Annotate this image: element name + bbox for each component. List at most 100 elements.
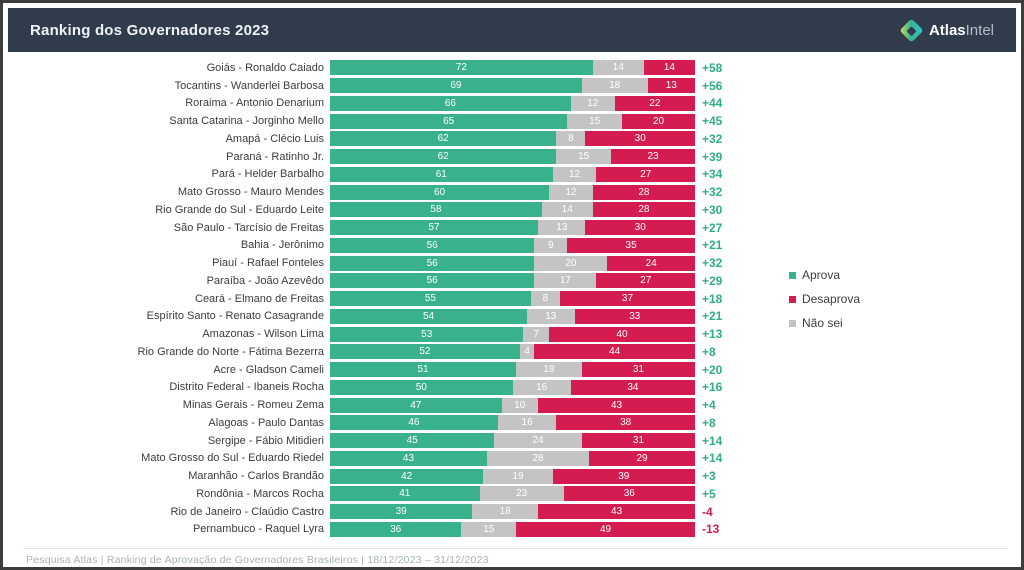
chart-row: Sergipe - Fábio Mitidieri 45 24 31 +14 <box>8 432 1016 450</box>
bar-track: 54 13 33 <box>330 308 695 324</box>
row-label: Rio Grande do Sul - Eduardo Leite <box>155 203 324 216</box>
bar-segment-aprova: 54 <box>330 308 528 324</box>
bar-segment-aprova: 42 <box>330 468 484 484</box>
bar-segment-desaprova: 43 <box>538 504 695 520</box>
bar-value: 30 <box>634 133 646 145</box>
bar-segment-não-sei: 24 <box>494 433 582 449</box>
chart-row: Maranhão - Carlos Brandão 42 19 39 +3 <box>8 467 1016 485</box>
net-score: +18 <box>702 291 723 306</box>
chart-row: Pernambuco - Raquel Lyra 36 15 49 -13 <box>8 521 1016 539</box>
bar-segment-não-sei: 19 <box>483 468 553 484</box>
bar-segment-aprova: 56 <box>330 273 535 289</box>
bar-segment-não-sei: 14 <box>592 60 644 76</box>
bar-segment-desaprova: 36 <box>563 486 695 502</box>
bar-value: 4 <box>524 346 530 358</box>
bar-segment-aprova: 60 <box>330 184 549 200</box>
bar-segment-aprova: 66 <box>330 95 571 111</box>
bar-segment-desaprova: 27 <box>596 166 695 182</box>
legend-item-não-sei: Não sei <box>789 311 860 335</box>
bar-value: 14 <box>561 204 573 216</box>
bar-value: 33 <box>629 310 641 322</box>
chart-row: Acre - Gladson Cameli 51 18 31 +20 <box>8 361 1016 379</box>
bar-segment-desaprova: 49 <box>516 521 695 537</box>
bar-track: 56 9 35 <box>330 237 695 253</box>
row-label: Santa Catarina - Jorginho Mello <box>169 115 324 128</box>
bar-value: 66 <box>444 97 456 109</box>
bar-value: 60 <box>433 186 446 198</box>
bar-track: 47 10 43 <box>330 397 695 413</box>
bar-value: 28 <box>532 452 544 464</box>
bar-track: 60 12 28 <box>330 184 695 200</box>
row-label: Pará - Helder Barbalho <box>211 168 324 181</box>
bar-segment-aprova: 72 <box>330 60 593 76</box>
row-label: Acre - Gladson Cameli <box>213 363 324 376</box>
net-score: +32 <box>702 185 723 200</box>
bar-segment-não-sei: 4 <box>519 344 535 360</box>
bar-segment-não-sei: 8 <box>556 131 586 147</box>
chart-row: Espírito Santo - Renato Casagrande 54 13 33… <box>8 308 1016 326</box>
net-score: +20 <box>702 362 723 377</box>
bar-segment-desaprova: 14 <box>643 60 695 76</box>
bar-segment-não-sei: 16 <box>497 415 557 431</box>
brand-name: AtlasIntel <box>929 22 994 39</box>
bar-segment-aprova: 43 <box>330 450 487 466</box>
chart-row: Rio de Janeiro - Claúdio Castro 39 18 43 -4 <box>8 503 1016 521</box>
bar-segment-aprova: 56 <box>330 255 535 271</box>
bar-segment-não-sei: 14 <box>541 202 593 218</box>
row-label: São Paulo - Tarcísio de Freitas <box>173 221 324 234</box>
chart-row: Mato Grosso - Mauro Mendes 60 12 28 +32 <box>8 183 1016 201</box>
bar-value: 39 <box>618 470 630 482</box>
bar-segment-aprova: 61 <box>330 166 553 182</box>
bar-segment-não-sei: 8 <box>530 291 560 307</box>
net-score: +21 <box>702 309 723 324</box>
row-label: Amazonas - Wilson Lima <box>202 328 324 341</box>
bar-value: 39 <box>395 506 407 518</box>
legend-item-desaprova: Desaprova <box>789 287 860 311</box>
row-label: Rio Grande do Norte - Fátima Bezerra <box>137 345 324 358</box>
net-score: +14 <box>702 451 723 466</box>
bar-track: 51 18 31 <box>330 362 695 378</box>
row-label: Mato Grosso - Mauro Mendes <box>177 186 324 199</box>
bar-value: 13 <box>545 310 557 322</box>
chart-row: Amazonas - Wilson Lima 53 7 40 +13 <box>8 325 1016 343</box>
bar-segment-desaprova: 23 <box>611 149 695 165</box>
net-score: +39 <box>702 149 723 164</box>
bar-segment-desaprova: 29 <box>589 450 695 466</box>
chart-row: Paraná - Ratinho Jr. 62 15 23 +39 <box>8 148 1016 166</box>
bar-segment-desaprova: 35 <box>567 237 695 253</box>
bar-track: 58 14 28 <box>330 202 695 218</box>
bar-segment-aprova: 65 <box>330 113 568 129</box>
chart-row: Rio Grande do Sul - Eduardo Leite 58 14 28 +… <box>8 201 1016 219</box>
bar-track: 39 18 43 <box>330 504 695 520</box>
bar-segment-desaprova: 27 <box>596 273 695 289</box>
chart-row: Goiás - Ronaldo Caiado 72 14 14 +58 <box>8 59 1016 77</box>
bar-value: 65 <box>443 115 455 127</box>
bar-value: 43 <box>610 506 623 518</box>
bar-value: 12 <box>587 97 599 109</box>
bar-segment-não-sei: 7 <box>523 326 549 342</box>
bar-value: 19 <box>512 470 524 482</box>
bar-segment-desaprova: 43 <box>538 397 695 413</box>
row-label: Ceará - Elmano de Freitas <box>195 292 324 305</box>
bar-value: 38 <box>620 417 632 429</box>
bar-value: 41 <box>399 488 411 500</box>
bar-value: 49 <box>600 523 612 535</box>
bar-value: 9 <box>548 239 554 251</box>
net-score: +34 <box>702 167 723 182</box>
net-score: +58 <box>702 60 723 75</box>
bar-value: 31 <box>632 364 644 376</box>
bar-segment-desaprova: 30 <box>585 220 695 236</box>
chart-row: Piauí - Rafael Fonteles 56 20 24 +32 <box>8 254 1016 272</box>
bar-track: 69 18 13 <box>330 78 695 94</box>
bar-value: 52 <box>419 346 431 358</box>
bar-segment-não-sei: 17 <box>534 273 597 289</box>
bar-value: 45 <box>406 435 418 447</box>
chart-row: Ceará - Elmano de Freitas 55 8 37 +18 <box>8 290 1016 308</box>
bar-track: 46 16 38 <box>330 415 695 431</box>
net-score: +30 <box>702 202 723 217</box>
net-score: +5 <box>702 486 716 501</box>
bar-value: 14 <box>612 62 624 74</box>
bar-segment-desaprova: 20 <box>622 113 695 129</box>
chart-row: Distrito Federal - Ibaneis Rocha 50 16 34 +1… <box>8 379 1016 397</box>
bar-value: 47 <box>410 399 422 411</box>
